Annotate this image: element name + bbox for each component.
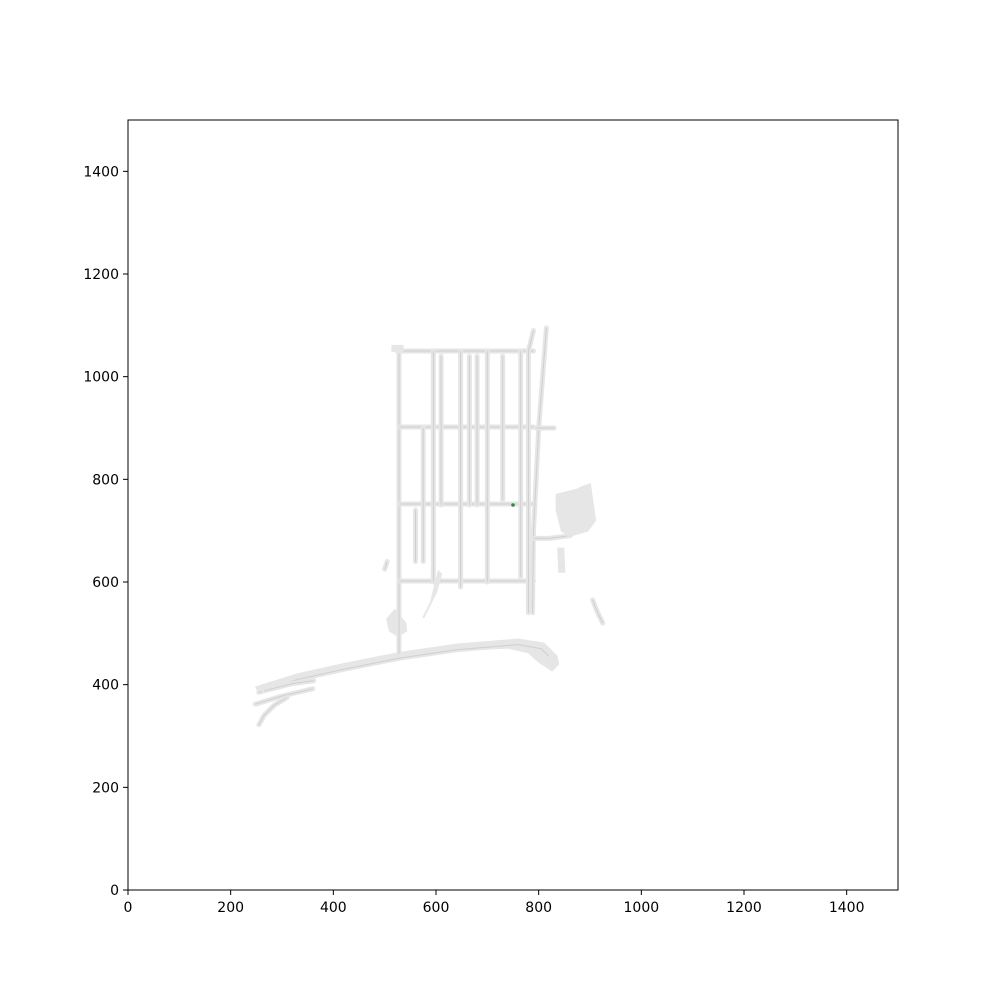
y-tick-label: 800: [92, 472, 119, 488]
y-tick-label: 600: [92, 575, 119, 591]
x-tick-label: 1400: [829, 900, 865, 916]
road-lane-line: [263, 680, 314, 692]
x-axis: 0 200 400 600 800 1000 1200 1400: [124, 890, 865, 916]
x-tick-label: 200: [217, 900, 244, 916]
road-lane-line: [592, 599, 604, 624]
x-tick-label: 0: [124, 900, 133, 916]
road-lane-line: [532, 327, 547, 613]
y-tick-label: 200: [92, 780, 119, 796]
vehicle-point: [511, 503, 515, 507]
road-segment: [555, 483, 597, 537]
road-lane-line: [258, 644, 550, 693]
x-tick-label: 600: [423, 900, 450, 916]
road-segment: [422, 569, 443, 619]
y-axis: 0 200 400 600 800 1000 1200 1400: [83, 164, 128, 899]
y-tick-label: 1200: [83, 267, 119, 283]
x-tick-label: 400: [320, 900, 347, 916]
x-tick-label: 1200: [726, 900, 762, 916]
road-lane-line: [255, 688, 313, 705]
x-tick-label: 1000: [624, 900, 660, 916]
road-lane-line: [533, 535, 570, 539]
y-tick-label: 0: [110, 883, 119, 899]
points-layer: [511, 503, 515, 507]
y-tick-label: 1000: [83, 370, 119, 386]
road-lane-line: [527, 330, 534, 613]
road-segment: [391, 344, 404, 352]
road-layer: [252, 325, 606, 728]
x-tick-label: 800: [525, 900, 552, 916]
y-tick-label: 1400: [83, 164, 119, 180]
y-tick-label: 400: [92, 678, 119, 694]
road-lane-line: [258, 697, 288, 725]
road-lane-line: [384, 561, 388, 570]
road-segment: [557, 547, 566, 573]
plot-frame: [127, 119, 899, 891]
